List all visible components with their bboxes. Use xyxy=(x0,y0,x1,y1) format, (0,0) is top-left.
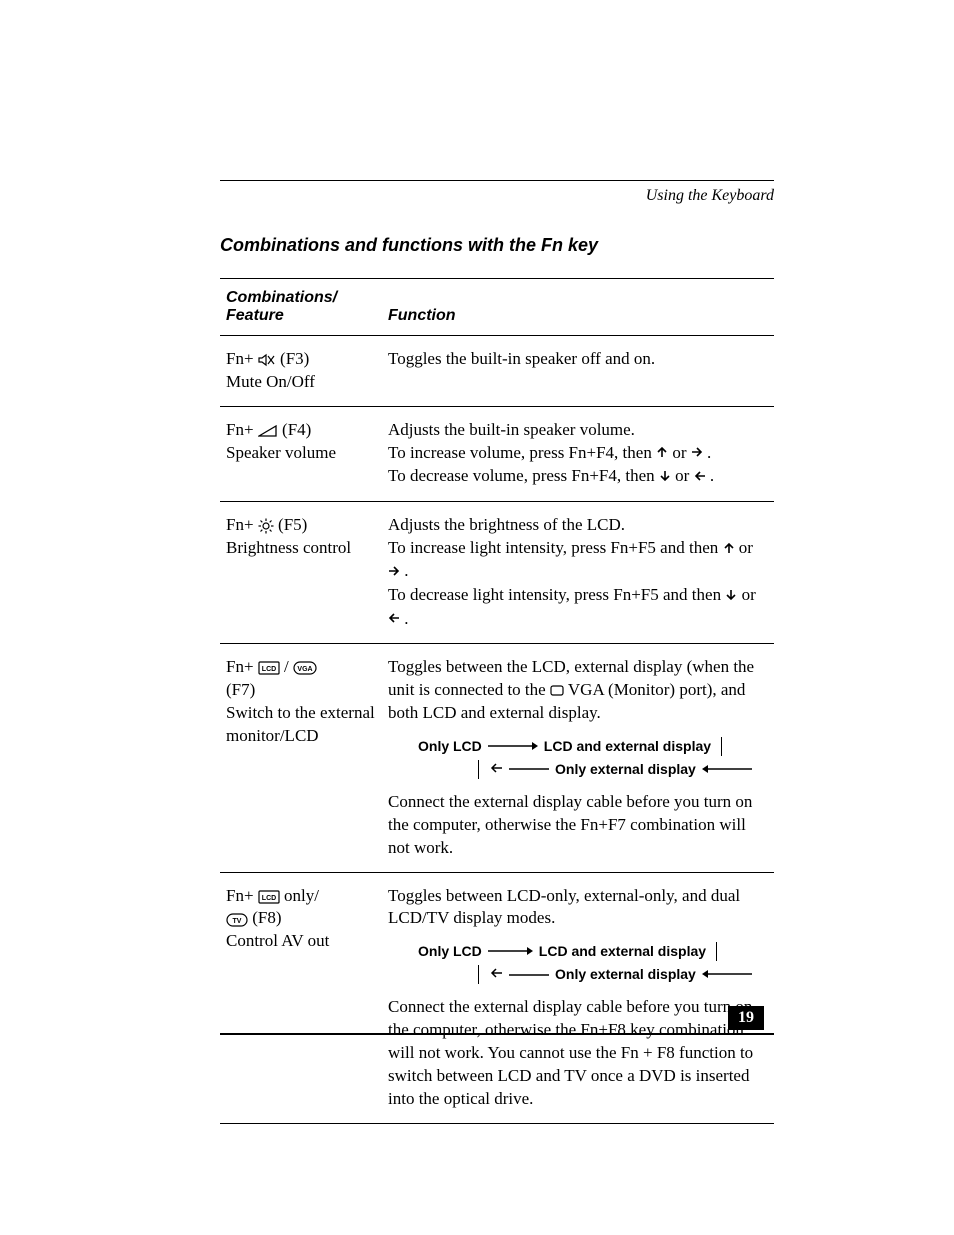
text: or xyxy=(739,538,753,557)
page: Using the Keyboard Combinations and func… xyxy=(0,0,954,1235)
text: Brightness control xyxy=(226,538,351,557)
top-rule xyxy=(220,180,774,181)
text: Connect the external display cable befor… xyxy=(388,996,768,1111)
text: (F5) xyxy=(278,515,307,534)
fn-table: Combinations/ Feature Function Fn+ xyxy=(220,278,774,1124)
text: To decrease light intensity, press Fn+F5… xyxy=(388,585,725,604)
text: (F4) xyxy=(282,420,311,439)
diagram-label: LCD and external display xyxy=(539,942,706,961)
table-row: Fn+ (F4) Speaker volume Adjusts the buil… xyxy=(220,406,774,501)
brightness-icon xyxy=(258,518,274,534)
arrow-right-icon xyxy=(691,442,703,465)
lcd-icon: LCD xyxy=(258,890,280,904)
text: . xyxy=(707,443,711,462)
cell-combination-f7: Fn+ LCD / VGA (F7) Switch to the externa… xyxy=(220,644,382,872)
cell-combination-f3: Fn+ (F3) Mute On/Off xyxy=(220,336,382,407)
text: To increase volume, press Fn+F4, then xyxy=(388,443,656,462)
arrow-up-icon xyxy=(723,538,735,561)
arrow-left-icon xyxy=(388,608,400,631)
cell-function-f3: Toggles the built-in speaker off and on. xyxy=(382,336,774,407)
text: . xyxy=(404,561,408,580)
cycle-diagram-f7: Only LCD LCD and external display xyxy=(418,737,768,779)
text: Fn+ xyxy=(226,420,258,439)
th-col1-line2: Feature xyxy=(226,307,284,324)
cell-function-f7: Toggles between the LCD, external displa… xyxy=(382,644,774,872)
arrow-left-icon xyxy=(702,965,752,984)
text: To decrease volume, press Fn+F4, then xyxy=(388,466,659,485)
tv-icon: TV xyxy=(226,913,248,927)
text: (F7) xyxy=(226,680,255,699)
page-number: 19 xyxy=(728,1006,764,1030)
svg-text:LCD: LCD xyxy=(262,666,276,673)
text: (F3) xyxy=(280,349,309,368)
arrow-down-icon xyxy=(659,466,671,489)
table-row: Fn+ xyxy=(220,501,774,643)
lcd-icon: LCD xyxy=(258,661,280,675)
text: Speaker volume xyxy=(226,443,336,462)
table-row: Fn+ LCD / VGA (F7) Switch to the externa… xyxy=(220,644,774,872)
arrow-up-icon xyxy=(656,442,668,465)
diagram-label: Only LCD xyxy=(418,737,482,756)
text: Adjusts the brightness of the LCD. xyxy=(388,514,768,537)
arrow-down-icon xyxy=(725,585,737,608)
content-area: Using the Keyboard Combinations and func… xyxy=(220,180,774,1124)
running-head: Using the Keyboard xyxy=(220,187,774,205)
text: . xyxy=(710,466,714,485)
arrow-left-up-icon xyxy=(489,965,503,984)
text: Adjusts the built-in speaker volume. xyxy=(388,419,768,442)
th-col1-line1: Combinations/ xyxy=(226,289,337,306)
mute-icon xyxy=(258,353,276,367)
svg-text:VGA: VGA xyxy=(297,666,312,673)
text: / xyxy=(284,657,293,676)
arrow-right-icon xyxy=(488,942,533,961)
cell-function-f4: Adjusts the built-in speaker volume. To … xyxy=(382,406,774,501)
diagram-label: LCD and external display xyxy=(544,737,711,756)
cycle-diagram-f8: Only LCD LCD and external display xyxy=(418,942,768,984)
text: . xyxy=(404,609,408,628)
text: Mute On/Off xyxy=(226,372,315,391)
bottom-rule xyxy=(220,1033,774,1035)
cell-function-f8: Toggles between LCD-only, external-only,… xyxy=(382,872,774,1123)
vga-icon: VGA xyxy=(293,661,317,675)
arrow-right-icon xyxy=(388,561,400,584)
text: Switch to the external monitor/LCD xyxy=(226,703,375,745)
text: (F8) xyxy=(252,908,281,927)
text: Control AV out xyxy=(226,931,329,950)
arrow-left-icon xyxy=(694,466,706,489)
text: Connect the external display cable befor… xyxy=(388,791,768,860)
text: Fn+ xyxy=(226,657,258,676)
cell-function-f5: Adjusts the brightness of the LCD. To in… xyxy=(382,501,774,643)
text: To increase light intensity, press Fn+F5… xyxy=(388,538,723,557)
svg-text:TV: TV xyxy=(233,918,242,925)
diagram-label: Only LCD xyxy=(418,942,482,961)
text: or xyxy=(672,443,690,462)
arrow-left-up-icon xyxy=(489,760,503,779)
svg-text:LCD: LCD xyxy=(262,895,276,902)
text: Toggles the built-in speaker off and on. xyxy=(388,349,655,368)
cell-combination-f4: Fn+ (F4) Speaker volume xyxy=(220,406,382,501)
arrow-left-icon xyxy=(702,760,752,779)
text: Fn+ xyxy=(226,515,258,534)
volume-icon xyxy=(258,424,278,438)
text: or xyxy=(675,466,693,485)
th-function: Function xyxy=(382,279,774,336)
cell-combination-f8: Fn+ LCD only/ TV (F8) Cont xyxy=(220,872,382,1123)
diagram-label: Only external display xyxy=(555,965,696,984)
text: Fn+ xyxy=(226,349,258,368)
th-combinations: Combinations/ Feature xyxy=(220,279,382,336)
text: only/ xyxy=(284,886,319,905)
cell-combination-f5: Fn+ xyxy=(220,501,382,643)
text: Toggles between LCD-only, external-only,… xyxy=(388,885,768,931)
diagram-label: Only external display xyxy=(555,760,696,779)
arrow-right-icon xyxy=(488,737,538,756)
text: or xyxy=(742,585,756,604)
section-title: Combinations and functions with the Fn k… xyxy=(220,235,774,256)
table-row: Fn+ (F3) Mute On/Off xyxy=(220,336,774,407)
text: Fn+ xyxy=(226,886,258,905)
table-row: Fn+ LCD only/ TV (F8) Cont xyxy=(220,872,774,1123)
monitor-port-icon xyxy=(550,685,564,697)
